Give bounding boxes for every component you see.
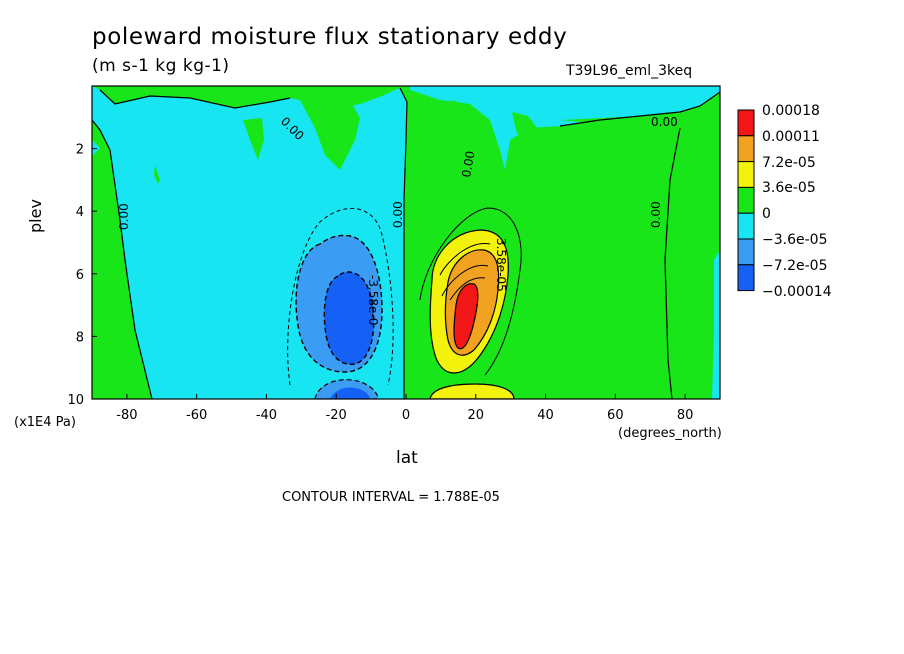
nh-negative-region-1 [410, 86, 720, 170]
y-tick-label: 6 [76, 268, 84, 283]
x-tick-label: 60 [607, 408, 624, 423]
x-tick-label: 0 [402, 408, 410, 423]
right-edge-patch [712, 250, 720, 399]
x-tick-label: -60 [186, 408, 207, 423]
sh-green-island-3 [154, 165, 160, 184]
positive-contour-0.00011 [453, 283, 479, 350]
colorbar-label: 3.6e-05 [762, 180, 816, 197]
contour-interval: CONTOUR INTERVAL = 1.788E-05 [282, 490, 500, 505]
x-tick-label: -20 [326, 408, 347, 423]
colorbar-label: −7.2e-05 [762, 257, 828, 274]
x-tick-label: 40 [537, 408, 554, 423]
y-tick-label: 2 [76, 143, 84, 158]
contour-label: 3.58e-05 [494, 238, 508, 292]
sh-green-island-1 [270, 92, 360, 170]
experiment-label: T39L96_eml_3keq [566, 63, 693, 79]
positive-surface-band [429, 383, 515, 399]
colorbar-label: 7.2e-05 [762, 154, 816, 171]
colorbar-label: 0.00011 [762, 128, 820, 145]
colorbar-label: −3.6e-05 [762, 232, 828, 248]
colorbar-label: −0.00014 [762, 283, 832, 300]
colorbar-swatch [737, 238, 755, 266]
y-tick-label: 10 [67, 393, 84, 408]
colorbar-label: 0 [762, 206, 771, 223]
x-tick-label: -80 [116, 408, 137, 423]
x-tick-label: -40 [256, 408, 277, 423]
negative-contour-2 [323, 271, 375, 365]
y-tick-label: 4 [76, 205, 84, 220]
colorbar-swatch [737, 264, 755, 292]
y-axis-title: plev [26, 199, 45, 233]
nh-green-island-1 [452, 100, 480, 176]
contour-label: 0.00 [117, 203, 131, 230]
nh-green-island-2 [512, 112, 540, 150]
y-tick-label: 8 [76, 330, 84, 345]
colorbar-swatch [737, 186, 755, 214]
sh-green-island-2 [243, 118, 264, 160]
contour-label: 0.00 [391, 201, 405, 228]
zero-contour-nh [559, 91, 720, 399]
x-axis-title: lat [396, 448, 418, 468]
colorbar-swatch [737, 135, 755, 163]
chart-units: (m s-1 kg kg-1) [92, 56, 230, 76]
x-tick-label: 20 [468, 408, 485, 423]
axis-ticks: -80 -60 -40 -20 0 20 40 60 80 2 4 6 8 10 [67, 143, 693, 423]
chart-title: poleward moisture flux stationary eddy [92, 24, 568, 50]
contour-label: -3.58e-0 [366, 275, 380, 325]
left-edge-patch [92, 140, 100, 156]
zero-contour-sh [92, 89, 291, 399]
colorbar [737, 109, 755, 292]
contour-label: 0.00 [459, 150, 477, 179]
colorbar-swatch [737, 109, 755, 137]
positive-outer-contour [419, 207, 522, 376]
nh-green-band [560, 100, 720, 130]
contour-label: 0.00 [649, 201, 663, 228]
y-axis-units: (x1E4 Pa) [14, 415, 76, 430]
colorbar-label: 0.00018 [762, 103, 820, 119]
negative-surface-patch-2 [330, 387, 370, 399]
positive-inner-lines [439, 243, 491, 301]
zero-contour-main [399, 87, 408, 399]
x-tick-label: 80 [677, 408, 694, 423]
x-axis-units: (degrees_north) [618, 426, 722, 441]
negative-outer-dashed [287, 207, 394, 386]
colorbar-swatch [737, 161, 755, 188]
contour-label: 0.00 [651, 115, 678, 129]
colorbar-swatch [737, 212, 755, 240]
